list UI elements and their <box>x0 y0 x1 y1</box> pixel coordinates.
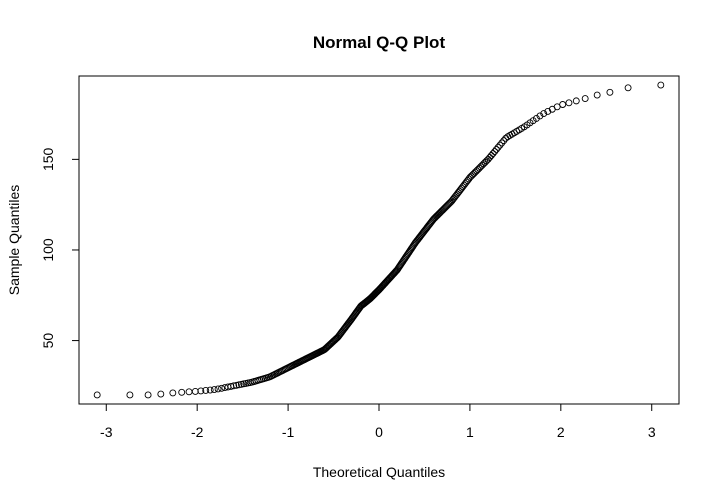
data-point <box>206 386 214 394</box>
data-point <box>532 114 540 122</box>
data-point <box>202 387 210 394</box>
data-point <box>492 146 500 153</box>
data-point <box>197 387 205 395</box>
data-point <box>657 81 665 89</box>
data-point <box>496 141 504 149</box>
data-point <box>494 143 502 151</box>
data-point <box>491 148 499 155</box>
data-point <box>606 88 614 96</box>
data-point <box>210 386 218 394</box>
data-point <box>144 391 152 399</box>
data-point <box>157 390 165 398</box>
data-point <box>218 384 226 392</box>
data-point <box>230 382 238 390</box>
x-tick-label: 0 <box>375 424 383 440</box>
x-tick-label: -2 <box>191 424 204 440</box>
data-point <box>498 139 506 147</box>
data-point <box>581 95 589 102</box>
data-point <box>232 381 240 389</box>
data-point <box>572 97 580 105</box>
data-point <box>489 150 497 157</box>
data-point <box>544 108 552 115</box>
data-point <box>169 389 177 397</box>
y-tick-label: 100 <box>40 238 56 262</box>
x-axis: -3 -2 -1 0 1 2 3 <box>100 403 656 440</box>
data-point <box>93 391 101 399</box>
data-point <box>565 99 573 107</box>
y-axis: 50 100 150 <box>40 147 80 349</box>
data-point <box>593 91 601 99</box>
x-tick-label: 3 <box>648 424 656 440</box>
data-point <box>624 84 632 92</box>
data-point <box>487 152 495 159</box>
x-tick-label: -1 <box>282 424 295 440</box>
x-tick-label: -3 <box>100 424 113 440</box>
data-point <box>214 385 222 393</box>
data-point <box>185 388 193 396</box>
data-point <box>500 137 508 145</box>
data-point <box>540 110 548 117</box>
x-tick-label: 2 <box>557 424 565 440</box>
chart-title: Normal Q-Q Plot <box>313 33 446 52</box>
data-point <box>393 266 401 274</box>
y-tick-label: 150 <box>40 147 56 171</box>
data-point <box>559 101 567 108</box>
data-point <box>235 381 243 389</box>
plot-frame <box>78 75 680 405</box>
data-points <box>93 81 665 399</box>
x-tick-label: 1 <box>466 424 474 440</box>
data-point <box>536 112 544 120</box>
y-tick-label: 50 <box>40 333 56 349</box>
data-point <box>191 387 199 395</box>
y-axis-label: Sample Quantiles <box>6 185 22 296</box>
data-point <box>237 380 245 388</box>
data-point <box>126 391 134 399</box>
data-point <box>178 388 186 396</box>
x-axis-label: Theoretical Quantiles <box>313 464 445 480</box>
